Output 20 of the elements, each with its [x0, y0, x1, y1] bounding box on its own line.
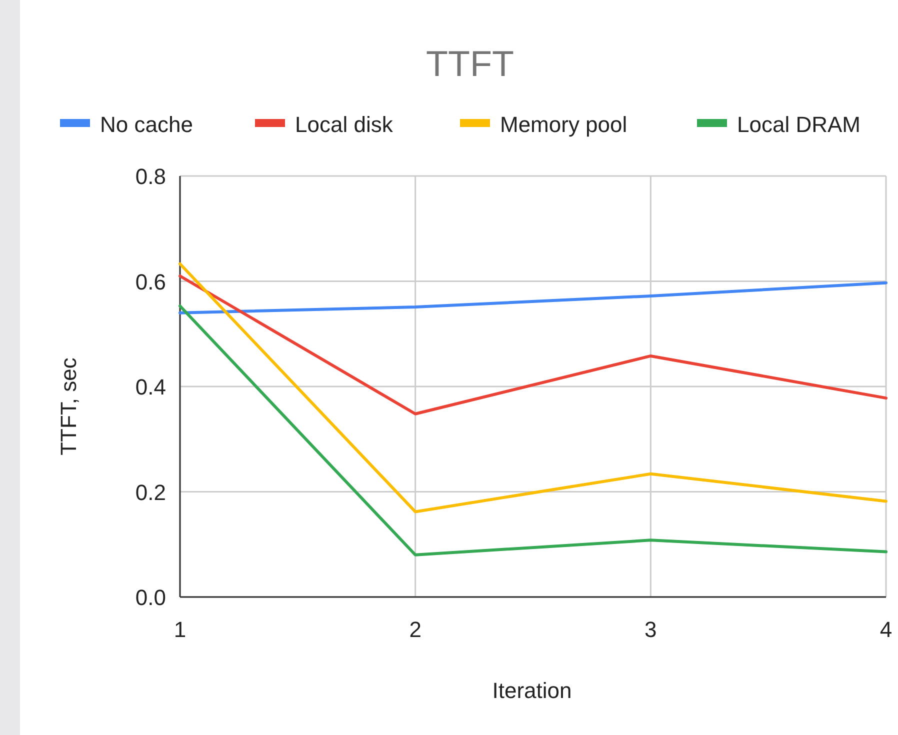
y-tick-label: 0.4	[135, 374, 166, 400]
x-tick-label: 4	[880, 617, 892, 642]
line-series	[178, 304, 888, 556]
line-series	[178, 262, 888, 514]
legend-label: Local disk	[295, 112, 394, 137]
legend-label: Local DRAM	[737, 112, 860, 137]
x-tick-label: 2	[409, 617, 422, 642]
x-tick-label: 3	[644, 617, 657, 642]
legend-label: No cache	[100, 112, 193, 137]
y-tick-label: 0.0	[135, 585, 166, 610]
line-series	[178, 274, 888, 416]
y-tick-label: 0.6	[135, 269, 166, 294]
chart-title: TTFT	[426, 43, 514, 84]
x-tick-label: 1	[174, 617, 186, 642]
x-axis-title: Iteration	[492, 678, 572, 703]
line-series	[178, 281, 888, 314]
y-tick-label: 0.8	[135, 164, 166, 189]
legend-label: Memory pool	[500, 112, 628, 137]
y-axis-title: TTFT, sec	[56, 358, 81, 456]
y-tick-label: 0.2	[135, 480, 166, 505]
